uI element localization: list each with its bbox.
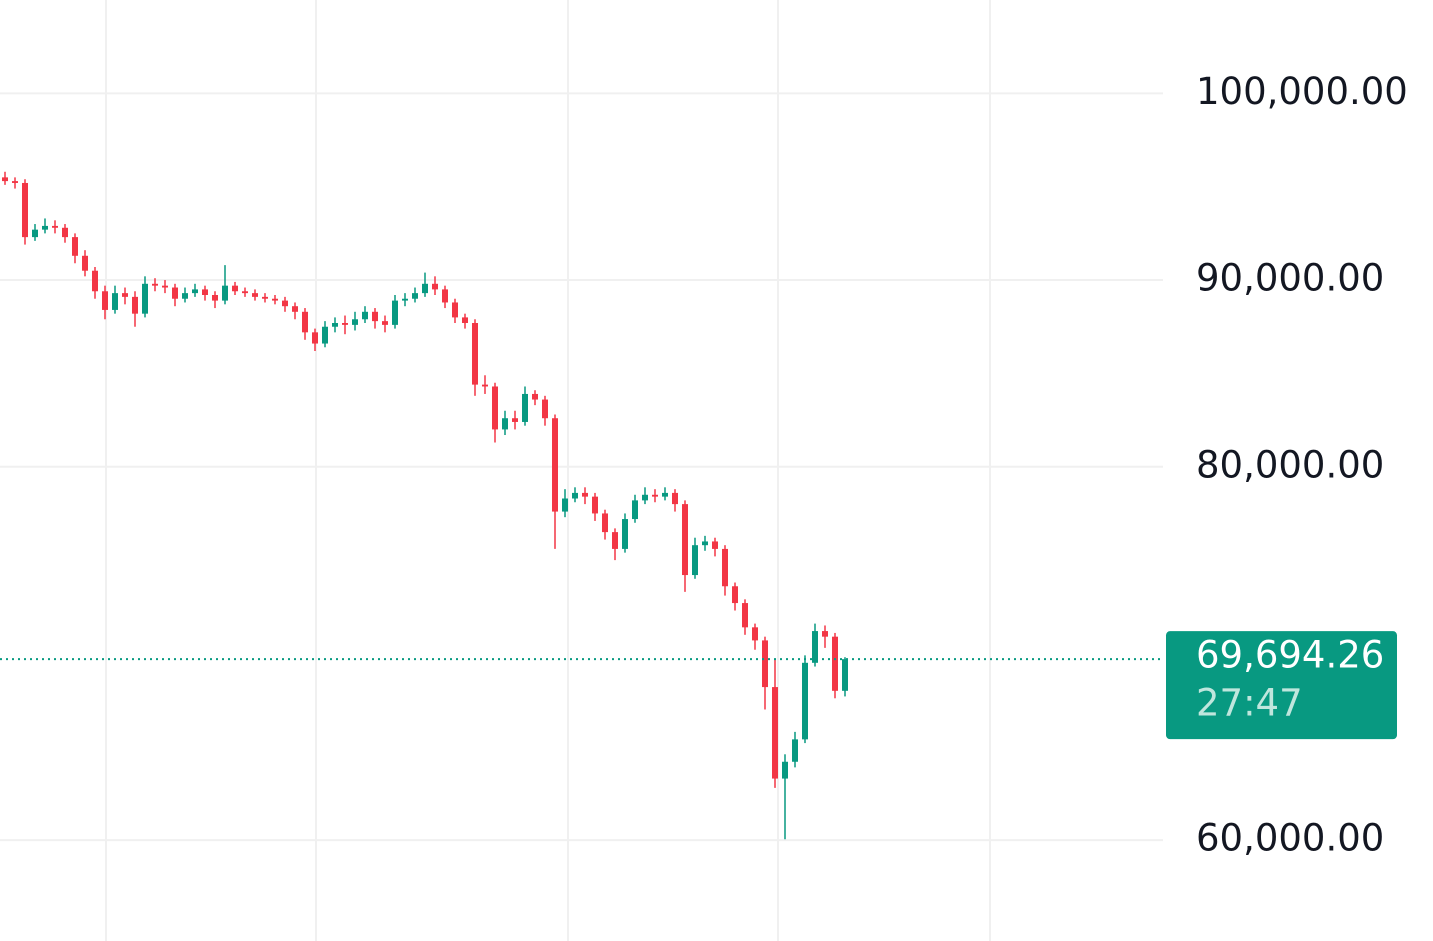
candle-body <box>592 496 598 514</box>
candle-body <box>222 285 228 301</box>
countdown: 27:47 <box>1196 682 1303 725</box>
candle-body <box>842 659 848 691</box>
candle-body <box>552 418 558 512</box>
candle-body <box>92 270 98 292</box>
candle-body <box>722 548 728 587</box>
candle-body <box>822 631 828 637</box>
candle-body <box>752 627 758 641</box>
candle-body <box>392 300 398 325</box>
candle-body <box>562 498 568 512</box>
candle-body <box>22 182 28 238</box>
candle-body <box>812 631 818 663</box>
candle-body <box>452 302 458 318</box>
candle-body <box>742 603 748 628</box>
candle-body <box>52 225 58 228</box>
candle-body <box>32 229 38 238</box>
candle-body <box>442 289 448 303</box>
candle-body <box>262 296 268 299</box>
candle-body <box>362 311 368 320</box>
candle-body <box>692 545 698 576</box>
candle-body <box>632 500 638 520</box>
candle-body <box>662 492 668 497</box>
candle-body <box>332 323 338 327</box>
candle-body <box>202 289 208 295</box>
candle-body <box>82 255 88 271</box>
candle-body <box>342 323 348 325</box>
candle-body <box>772 687 778 779</box>
candle-body <box>672 492 678 505</box>
candle-body <box>162 285 168 288</box>
candle-body <box>352 319 358 325</box>
candle-body <box>462 317 468 324</box>
last-price-label: 69,694.26 <box>1196 634 1384 677</box>
candle-body <box>652 494 658 497</box>
candle-body <box>572 492 578 499</box>
candle-body <box>762 640 768 688</box>
candle-body <box>622 519 628 549</box>
candle-body <box>412 293 418 299</box>
candle-body <box>712 541 718 549</box>
candle-body <box>302 311 308 333</box>
candle-body <box>382 321 388 325</box>
candle-body <box>602 513 608 533</box>
candle-body <box>832 636 838 691</box>
candle-body <box>192 289 198 294</box>
candle-body <box>542 399 548 419</box>
candle-body <box>42 225 48 230</box>
candle-body <box>402 298 408 301</box>
candle-body <box>112 293 118 310</box>
candle-body <box>702 541 708 546</box>
candle-body <box>2 177 8 182</box>
candle-body <box>522 393 528 422</box>
candle-body <box>482 384 488 387</box>
candle-body <box>242 291 248 294</box>
candle-body <box>12 181 18 183</box>
y-tick-label: 60,000.00 <box>1196 817 1384 860</box>
candle-body <box>142 283 148 314</box>
candle-body <box>682 504 688 576</box>
candle-body <box>272 298 278 301</box>
candle-body <box>492 386 498 430</box>
candle-body <box>132 296 138 314</box>
candle-body <box>802 662 808 740</box>
candle-body <box>212 294 218 301</box>
candle-body <box>792 739 798 762</box>
candle-body <box>322 326 328 344</box>
candle-body <box>172 287 178 299</box>
candle-body <box>432 283 438 290</box>
candle-body <box>512 418 518 422</box>
candle-body <box>72 237 78 256</box>
y-tick-label: 90,000.00 <box>1196 257 1384 300</box>
candle-body <box>532 393 538 400</box>
candle-body <box>62 227 68 238</box>
candle-body <box>252 293 258 297</box>
candle-body <box>782 761 788 779</box>
candle-body <box>312 332 318 344</box>
candle-body <box>152 283 158 286</box>
candle-body <box>122 293 128 297</box>
y-tick-label: 80,000.00 <box>1196 443 1384 486</box>
candle-body <box>422 283 428 294</box>
candle-body <box>642 494 648 501</box>
candle-body <box>502 418 508 430</box>
candle-body <box>582 492 588 497</box>
candle-body <box>732 586 738 604</box>
candle-body <box>102 291 108 310</box>
last-price-badge <box>1166 631 1397 740</box>
y-tick-label: 100,000.00 <box>1196 70 1408 113</box>
candle-body <box>472 323 478 385</box>
candle-body <box>372 311 378 322</box>
candle-body <box>282 300 288 307</box>
candle-body <box>292 306 298 312</box>
time-grid <box>105 0 991 941</box>
candle-body <box>232 285 238 292</box>
candle-body <box>612 532 618 549</box>
candle-body <box>182 293 188 299</box>
